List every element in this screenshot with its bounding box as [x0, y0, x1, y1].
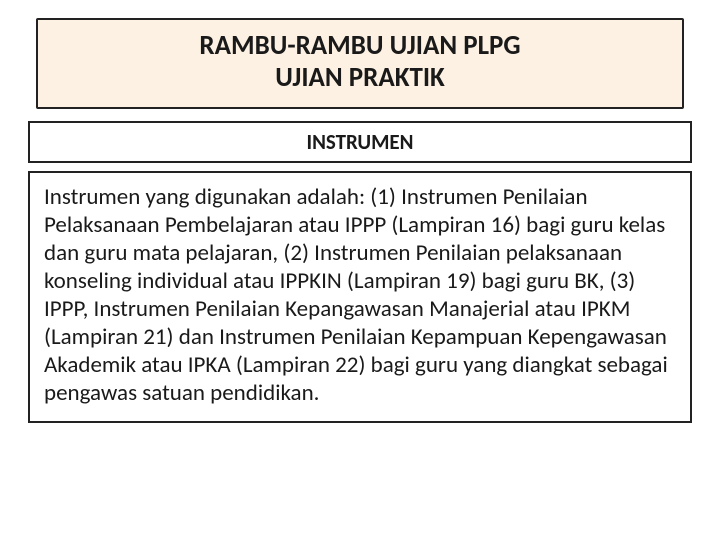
subtitle-text: INSTRUMEN [40, 129, 680, 155]
title-box: RAMBU-RAMBU UJIAN PLPG UJIAN PRAKTIK [36, 18, 684, 109]
content-box: Instrumen yang digunakan adalah: (1) Ins… [28, 171, 692, 423]
title-line-2: UJIAN PRAKTIK [58, 62, 662, 94]
title-line-1: RAMBU-RAMBU UJIAN PLPG [58, 30, 662, 62]
content-text: Instrumen yang digunakan adalah: (1) Ins… [44, 183, 676, 407]
subtitle-box: INSTRUMEN [28, 121, 692, 163]
